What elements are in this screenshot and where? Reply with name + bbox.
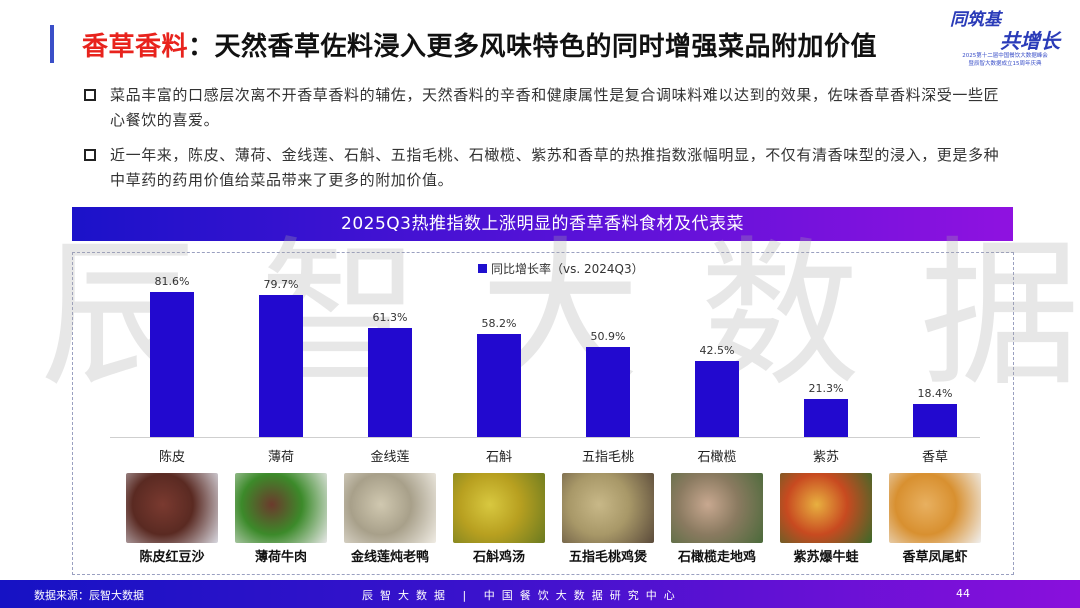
bar-group: 21.3% [804,381,848,437]
page-number: 44 [956,587,970,600]
dish-photo [126,473,218,543]
dish-name: 紫苏爆牛蛙 [793,550,859,565]
bar-value-label: 61.3% [372,311,408,324]
title-rest: ：天然香草佐料浸入更多风味特色的同时增强菜品附加价值 [188,32,878,62]
bullet-item: 近一年来，陈皮、薄荷、金线莲、石斛、五指毛桃、石橄榄、紫苏和香草的热推指数涨幅明… [84,143,1014,193]
bar [368,328,412,437]
bar-group: 61.3% [368,310,412,437]
chart-frame [72,252,1014,575]
event-logo: 同筑基 共增长 2025第十二届中国餐饮大数据峰会 暨辰智大数据成立15周年庆典 [940,10,1070,76]
footer-bar: 数据来源：辰智大数据 辰智大数据 | 中国餐饮大数据研究中心 44 [0,580,1080,608]
dish-photo [671,473,763,543]
bullet-item: 菜品丰富的口感层次离不开香草香料的辅佐，天然香料的辛香和健康属性是复合调味料难以… [84,83,1014,133]
category-label: 石橄榄 [697,450,737,465]
legend-swatch-icon [478,264,487,273]
category-label: 金线莲 [370,450,410,465]
dish-name: 石斛鸡汤 [472,550,525,565]
dish-name: 陈皮红豆沙 [139,550,205,565]
dish-card: 金线莲炖老鸭 [344,473,436,565]
bullet-text: 菜品丰富的口感层次离不开香草香料的辅佐，天然香料的辛香和健康属性是复合调味料难以… [110,86,1000,129]
dish-card: 石斛鸡汤 [453,473,545,565]
dish-photo [889,473,981,543]
dish-card: 石橄榄走地鸡 [671,473,763,565]
dish-card: 薄荷牛肉 [235,473,327,565]
dish-photo [780,473,872,543]
dish-photo [235,473,327,543]
dish-name: 石橄榄走地鸡 [677,550,756,565]
logo-line-3: 2025第十二届中国餐饮大数据峰会 [962,53,1048,59]
bar-group: 79.7% [259,277,303,437]
category-label: 石斛 [485,450,512,465]
logo-line-1: 同筑基 [950,10,1001,30]
page-title: 香草香料：天然香草佐料浸入更多风味特色的同时增强菜品附加价值 [82,26,877,63]
footer-org: 辰智大数据 | 中国餐饮大数据研究中心 [362,589,682,602]
category-label: 五指毛桃 [581,450,634,465]
bar-group: 18.4% [913,386,957,437]
dish-card: 香草凤尾虾 [889,473,981,565]
legend-label: 同比增长率（vs. 2024Q3） [491,262,644,276]
bar-value-label: 79.7% [263,278,299,291]
category-label: 薄荷 [267,450,294,465]
logo-line-4: 暨辰智大数据成立15周年庆典 [968,61,1042,67]
bar [259,295,303,437]
bar [477,334,521,437]
bar-group: 50.9% [586,329,630,437]
bar [695,361,739,437]
dish-photo [562,473,654,543]
bar-value-label: 58.2% [481,317,517,330]
bullet-text: 近一年来，陈皮、薄荷、金线莲、石斛、五指毛桃、石橄榄、紫苏和香草的热推指数涨幅明… [110,146,1000,189]
bar [804,399,848,437]
title-accent-bar [50,25,54,63]
dish-name: 香草凤尾虾 [902,550,968,565]
bar-value-label: 21.3% [808,382,844,395]
dish-name: 薄荷牛肉 [254,550,307,565]
category-label: 紫苏 [812,450,839,465]
chart-legend: 同比增长率（vs. 2024Q3） [478,260,644,277]
category-label: 香草 [921,450,948,465]
dish-card: 陈皮红豆沙 [126,473,218,565]
dish-name: 金线莲炖老鸭 [350,550,429,565]
bar-group: 42.5% [695,343,739,437]
dish-name: 五指毛桃鸡煲 [568,550,647,565]
logo-line-2: 共增长 [1000,29,1060,53]
category-label: 陈皮 [158,450,185,465]
bar [150,292,194,437]
chart-title: 2025Q3热推指数上涨明显的香草香料食材及代表菜 [72,207,1013,241]
square-bullet-icon [84,89,96,101]
dish-photo [344,473,436,543]
data-source: 数据来源：辰智大数据 [34,589,144,602]
bar-value-label: 81.6% [154,275,190,288]
bar [586,347,630,437]
bar-value-label: 18.4% [917,387,953,400]
bar-group: 81.6% [150,274,194,437]
bar [913,404,957,437]
title-highlight: 香草香料 [82,32,189,62]
dish-card: 五指毛桃鸡煲 [562,473,654,565]
x-axis-line [110,437,980,438]
bar-value-label: 42.5% [699,344,735,357]
bar-group: 58.2% [477,316,521,437]
dish-photo [453,473,545,543]
bullet-list: 菜品丰富的口感层次离不开香草香料的辅佐，天然香料的辛香和健康属性是复合调味料难以… [84,83,1014,203]
square-bullet-icon [84,149,96,161]
dish-card: 紫苏爆牛蛙 [780,473,872,565]
bar-plot-area: 81.6% 79.7% 61.3% 58.2% 50.9% 42.5% 21.3% 18.4% [110,275,980,437]
bar-value-label: 50.9% [590,330,626,343]
